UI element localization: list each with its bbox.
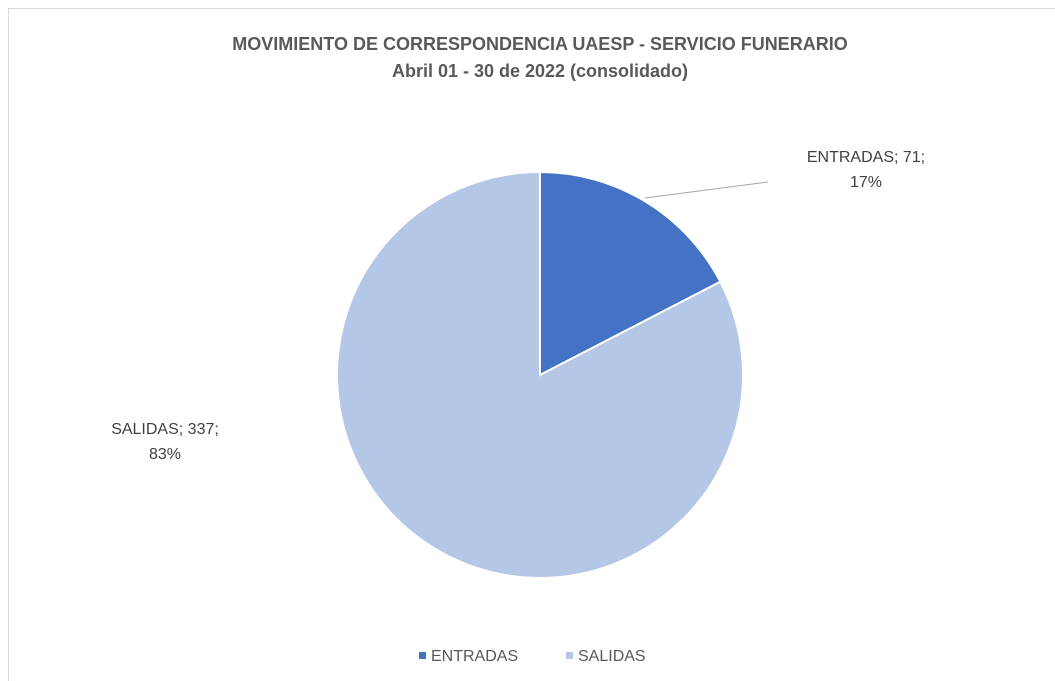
legend-label: SALIDAS bbox=[578, 648, 646, 665]
legend-swatch bbox=[419, 652, 426, 659]
legend-swatch bbox=[566, 652, 573, 659]
pie-slice bbox=[336, 170, 744, 579]
leader-line bbox=[644, 181, 769, 199]
legend-label: ENTRADAS bbox=[431, 648, 518, 665]
chart-subtitle: Abril 01 - 30 de 2022 (consolidado) bbox=[392, 61, 688, 81]
chart-title: MOVIMIENTO DE CORRESPONDENCIA UAESP - SE… bbox=[232, 34, 847, 54]
data-label: 17% bbox=[850, 174, 882, 191]
data-label: ENTRADAS; 71; bbox=[807, 149, 925, 166]
pie-slice bbox=[539, 170, 722, 377]
data-label: SALIDAS; 337; bbox=[111, 421, 219, 438]
data-label: 83% bbox=[149, 446, 181, 463]
